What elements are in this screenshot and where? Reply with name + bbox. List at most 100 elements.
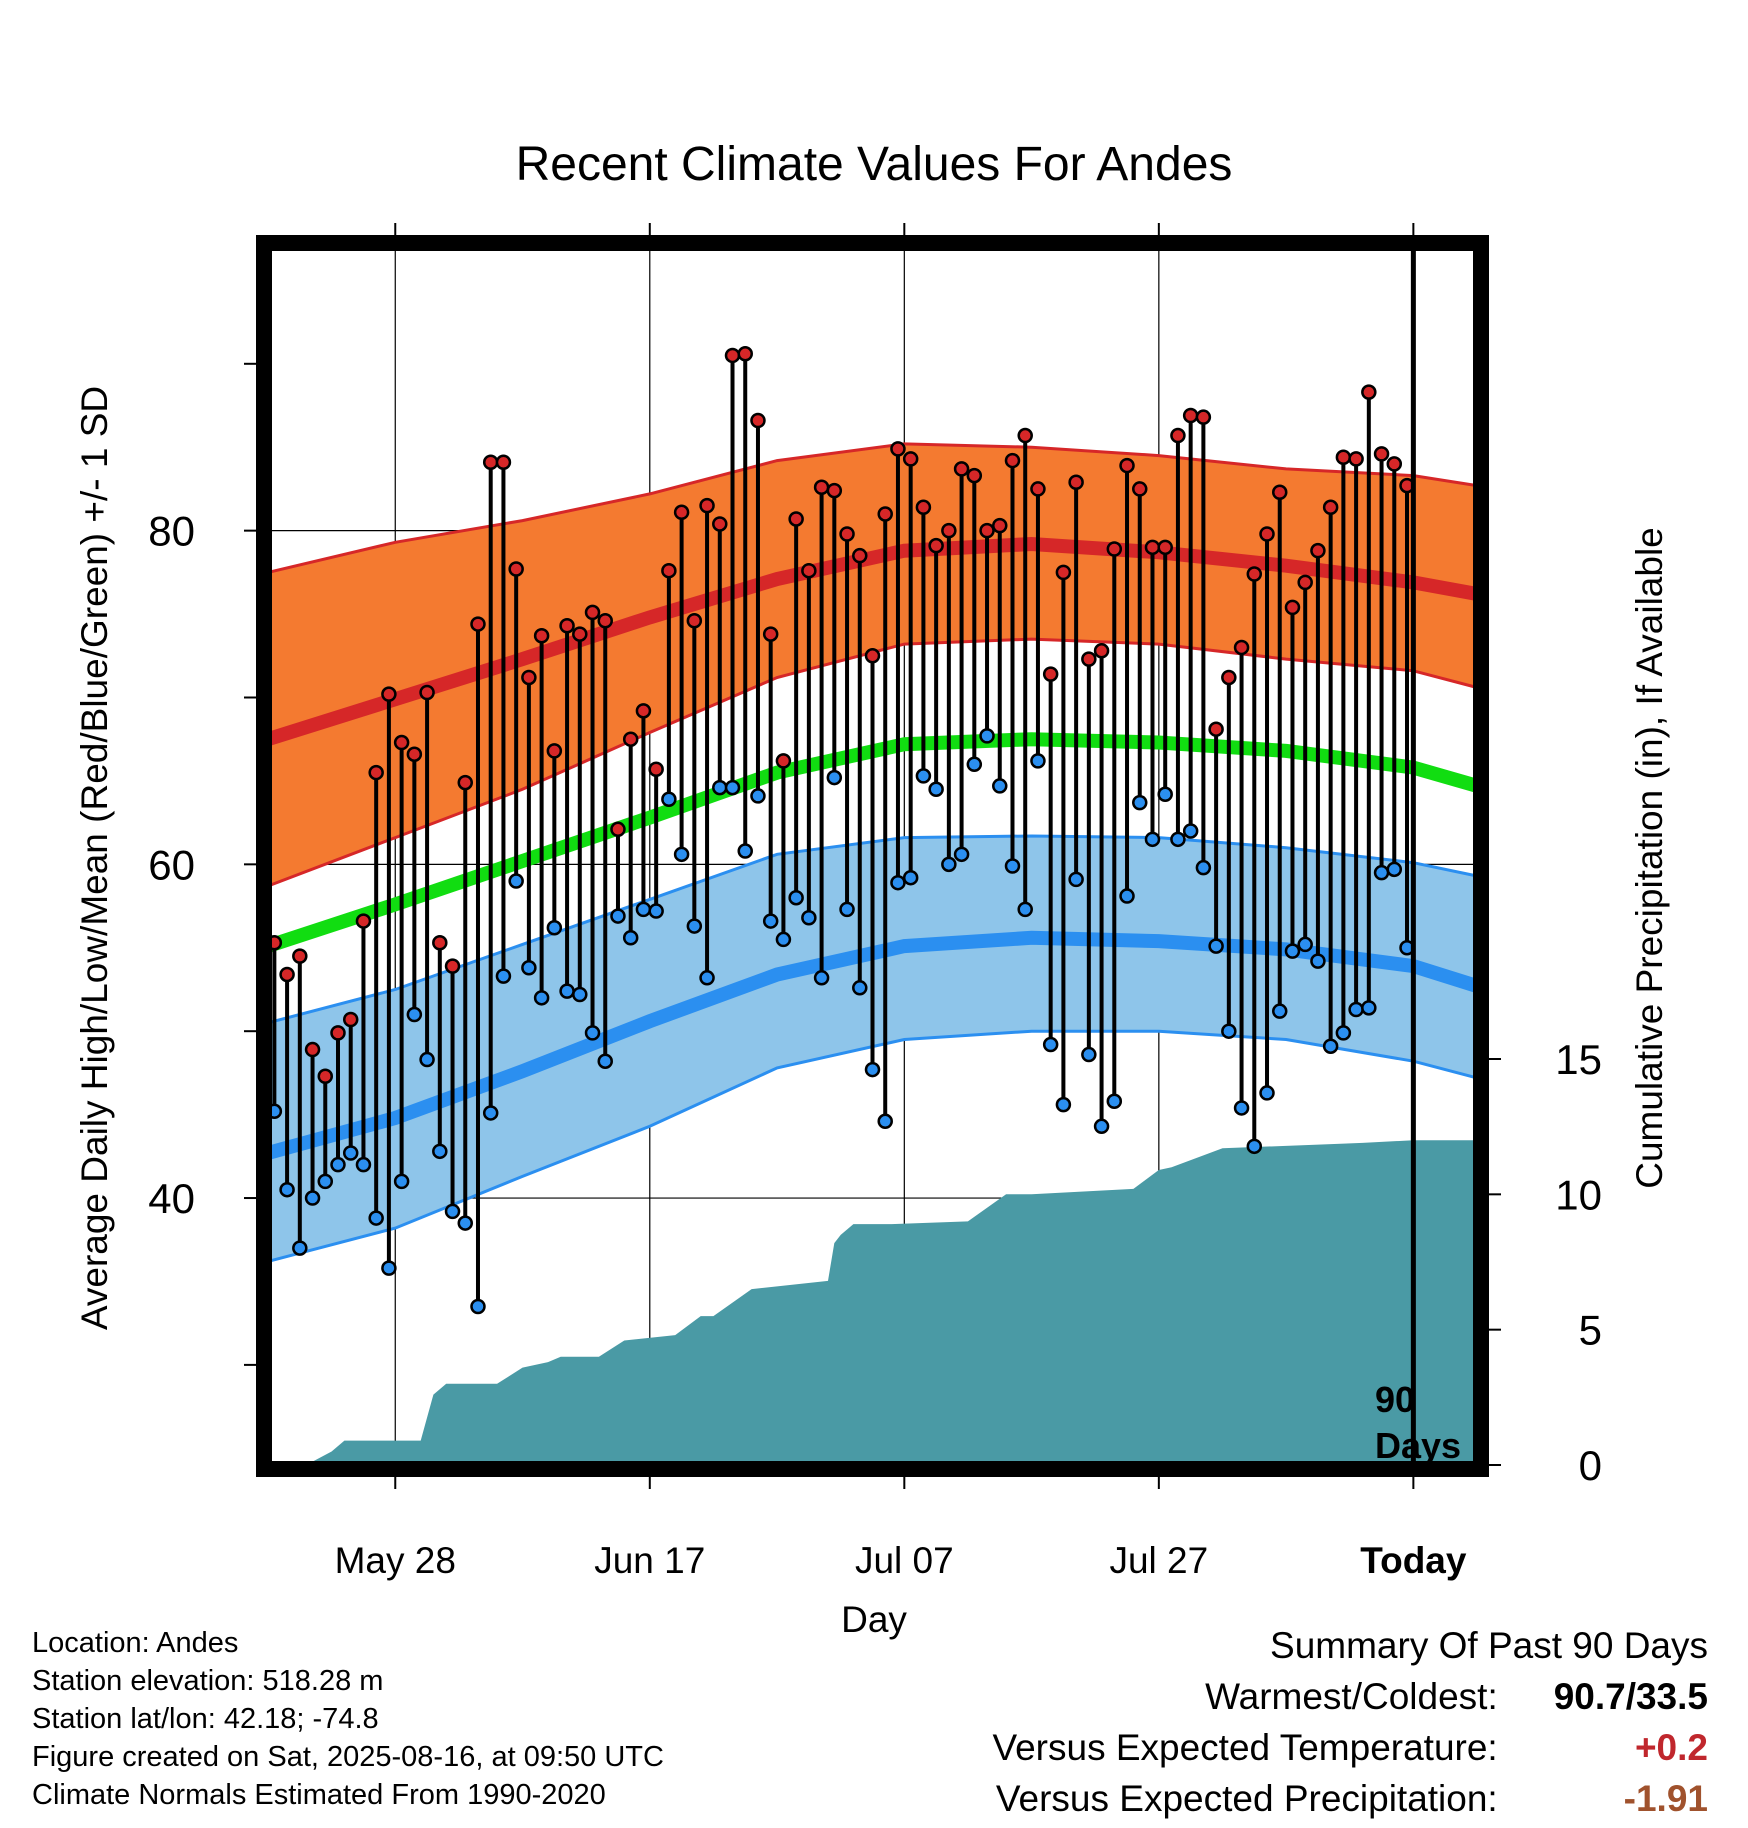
daily-low-point (584, 1025, 601, 1041)
daily-low-point (279, 1181, 295, 1198)
daily-high-point (1093, 643, 1110, 659)
summary-title: Summary Of Past 90 Days (1270, 1625, 1708, 1666)
daily-high-point (699, 497, 715, 514)
daily-low-point (622, 930, 639, 946)
daily-low-point (635, 901, 652, 918)
y-right-tick-label: 10 (1555, 1171, 1602, 1218)
daily-low-point (1093, 1118, 1110, 1135)
normals-text: Climate Normals Estimated From 1990-2020 (32, 1779, 606, 1811)
y-left-tick-label: 80 (148, 508, 195, 555)
warmest-coldest-row: Warmest/Coldest: 90.7/33.5 (992, 1671, 1708, 1722)
daily-low-point (1017, 901, 1033, 918)
daily-high-point (635, 703, 652, 719)
temp-departure-row: Versus Expected Temperature: +0.2 (992, 1722, 1708, 1773)
precip-area (306, 1140, 1477, 1465)
daily-low-point (915, 768, 932, 784)
daily-high-point (979, 522, 995, 539)
daily-low-point (648, 903, 664, 919)
daily-high-point (1132, 481, 1148, 497)
daily-high-point (444, 958, 461, 974)
daily-low-point (1284, 943, 1301, 959)
daily-high-point (737, 346, 753, 362)
x-tick-label: Jul 07 (855, 1540, 954, 1581)
daily-low-point (330, 1156, 346, 1173)
warmest-coldest-value: 90.7/33.5 (1553, 1676, 1708, 1717)
daily-low-point (1271, 1003, 1288, 1019)
daily-high-point (661, 562, 677, 579)
daily-low-point (699, 970, 715, 986)
daily-low-point (317, 1173, 334, 1190)
daily-low-point (801, 909, 817, 926)
daily-high-point (724, 347, 741, 364)
daily-low-point (342, 1145, 359, 1161)
daily-high-point (1042, 666, 1059, 682)
daily-high-point (775, 753, 792, 769)
daily-low-point (1233, 1100, 1250, 1116)
daily-high-point (419, 684, 435, 701)
daily-high-point (1310, 542, 1326, 559)
daily-high-point (788, 511, 804, 527)
daily-high-point (1297, 574, 1313, 591)
y-left-tick-label: 60 (148, 841, 195, 888)
daily-low-point (521, 960, 537, 976)
daily-low-point (1182, 823, 1199, 839)
daily-high-point (1335, 449, 1352, 465)
daily-low-point (686, 918, 703, 934)
daily-low-point (737, 843, 753, 859)
daily-high-point (546, 743, 563, 759)
station-info: Location: Andes Station elevation: 518.2… (32, 1624, 664, 1814)
daily-high-point (406, 746, 423, 762)
daily-low-point (826, 769, 843, 786)
period-label-days: Days (1375, 1425, 1461, 1466)
daily-high-point (432, 935, 448, 951)
daily-low-point (419, 1051, 435, 1068)
daily-low-point (393, 1173, 410, 1190)
daily-low-point (572, 986, 588, 1003)
daily-low-point (979, 728, 995, 744)
daily-high-point (712, 516, 728, 532)
daily-low-point (673, 846, 690, 863)
daily-high-point (1221, 669, 1237, 686)
daily-low-point (864, 1061, 881, 1078)
daily-low-point (533, 990, 550, 1006)
daily-high-point (457, 774, 474, 791)
daily-high-point (470, 616, 486, 632)
daily-low-point (432, 1143, 448, 1160)
daily-high-point (1004, 452, 1021, 469)
daily-high-point (1259, 526, 1275, 542)
summary-panel: Summary Of Past 90 Days Warmest/Coldest:… (992, 1620, 1708, 1824)
daily-low-point (890, 874, 906, 891)
daily-high-point (852, 547, 868, 564)
daily-low-point (839, 901, 855, 918)
x-tick-label: Jun 17 (594, 1540, 705, 1581)
daily-high-point (801, 562, 817, 579)
daily-low-point (495, 968, 512, 984)
precip-departure-row: Versus Expected Precipitation: -1.91 (992, 1773, 1708, 1824)
daily-high-point (572, 626, 588, 642)
daily-high-point (839, 526, 855, 542)
daily-high-point (279, 966, 295, 983)
daily-high-point (1271, 484, 1288, 501)
normal-low-line (266, 930, 1480, 1160)
daily-high-point (521, 669, 537, 686)
daily-high-point (826, 482, 843, 499)
daily-high-point (750, 412, 766, 429)
daily-high-point (1081, 651, 1097, 667)
daily-high-point (381, 686, 397, 702)
warmest-coldest-label: Warmest/Coldest: (1205, 1676, 1498, 1717)
daily-low-point (953, 846, 970, 863)
plot-frame (256, 235, 1489, 1477)
y-axis-label-right: Cumulative Precipitation (in), If Availa… (1629, 527, 1670, 1189)
chart-title: Recent Climate Values For Andes (516, 138, 1233, 191)
daily-low-point (941, 856, 957, 873)
precip-departure-label: Versus Expected Precipitation: (995, 1778, 1498, 1819)
daily-low-point (775, 931, 792, 948)
normal-mean-line (265, 732, 1479, 953)
y-left-tick-label: 40 (148, 1175, 195, 1222)
daily-high-point (495, 454, 512, 470)
daily-low-point (1170, 831, 1186, 848)
daily-low-point (1030, 753, 1046, 769)
daily-high-point (877, 506, 893, 522)
daily-high-point (1322, 499, 1339, 516)
created-text: Figure created on Sat, 2025-08-16, at 09… (32, 1741, 664, 1773)
